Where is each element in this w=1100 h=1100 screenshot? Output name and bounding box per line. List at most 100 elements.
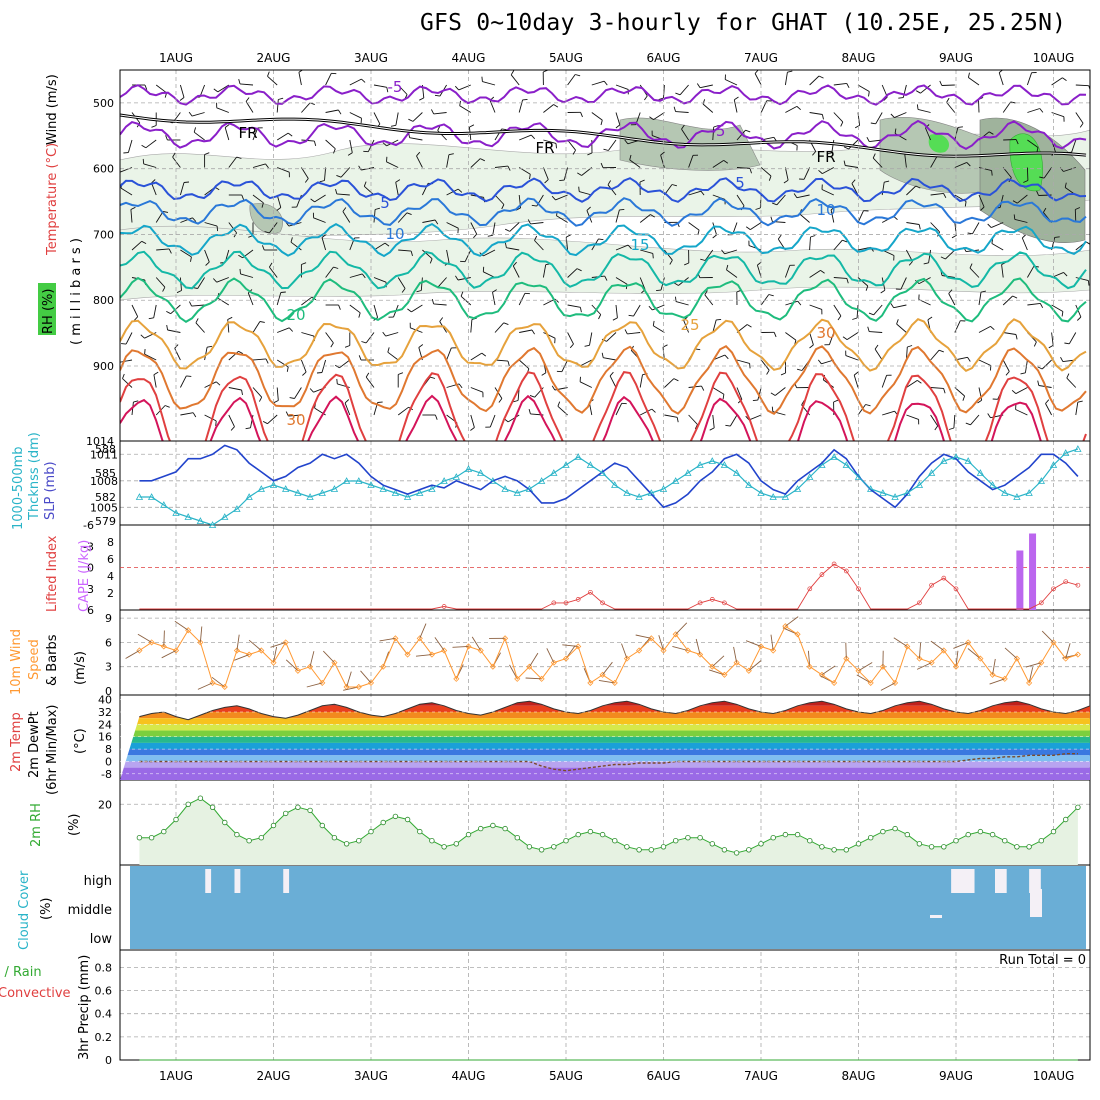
wind-barb [978, 194, 985, 208]
wind-barb [615, 244, 629, 251]
wind-barb [1002, 359, 1010, 372]
wind-barb [1002, 295, 1013, 306]
cloud-high-block [234, 869, 241, 893]
wind-barb [853, 374, 859, 388]
rh2m-point [465, 831, 472, 838]
wind-barb-flag [398, 372, 404, 375]
wind-barb-10m [602, 661, 613, 676]
wind-barb [325, 266, 334, 278]
wind-barb-flag [304, 178, 309, 183]
wind-barb [457, 277, 471, 281]
wind-barb-flag [213, 88, 219, 93]
wind-barb [373, 277, 387, 283]
wind-barb [340, 167, 351, 178]
wind-barb-flag [238, 78, 241, 85]
rh2m-point [807, 838, 813, 844]
rh2m-point [880, 828, 886, 835]
rh2m-point [575, 831, 581, 838]
wind-barb [930, 349, 940, 361]
wind-barb [736, 194, 745, 207]
thickness-point [1037, 477, 1045, 484]
wind-barb-flag [358, 165, 362, 171]
wind-barb [288, 414, 302, 417]
wind-barb [833, 304, 842, 317]
wind-barb-flag [843, 146, 849, 150]
wind-barb-flag [455, 275, 459, 281]
wind-barb-flag [358, 312, 361, 318]
wind-barb-flag [967, 357, 971, 362]
wind-barb [785, 332, 797, 341]
wind-barb-flag [624, 139, 629, 145]
wind-barb [494, 359, 509, 362]
wind-barb [1027, 302, 1041, 306]
wind-barb [700, 84, 713, 89]
rh2m-point [928, 844, 935, 850]
wind-barb [833, 277, 847, 279]
wind-barb-10m [197, 682, 213, 690]
temp-band [120, 718, 1090, 725]
wind-barb-flag [227, 316, 233, 320]
wind-barb [494, 194, 505, 205]
wind-barb-flag [575, 74, 581, 77]
wind-barb-flag [390, 124, 396, 127]
wind-barb-flag [586, 206, 591, 211]
thickness-point [988, 481, 997, 488]
wind-barb [639, 374, 643, 388]
wind-barb [1041, 359, 1052, 370]
wind-speed-point [794, 631, 801, 638]
wind-barb-flag [598, 314, 602, 320]
wind-barb [869, 139, 883, 143]
wind-barb-flag [151, 125, 157, 128]
wind-barb-10m [930, 640, 945, 651]
rh2m-point [478, 825, 484, 832]
wind-barb [470, 352, 483, 361]
wind-barb-flag [212, 278, 218, 283]
thickness-point [574, 453, 582, 460]
day-label-bottom: 7AUG [744, 1069, 778, 1083]
wind-barb [365, 332, 375, 344]
wind-barb-flag [507, 360, 510, 367]
wind-barb-10m [918, 642, 922, 659]
wind-speed-point [148, 639, 155, 646]
wind-barb-flag [179, 97, 185, 101]
wind-barb-flag [965, 422, 971, 426]
wind-barb-flag [787, 70, 793, 73]
wind-barb-flag [1054, 236, 1060, 238]
wind-barb-flag [276, 207, 282, 211]
wind-barb-flag [492, 289, 497, 293]
wind-barb-flag [600, 162, 604, 168]
wind-barb [446, 154, 450, 168]
rh2m-point [538, 847, 545, 853]
wind-barb-flag [188, 301, 193, 307]
wind-barb [470, 319, 473, 333]
wind-barb-flag [780, 372, 786, 376]
wind-barb-flag [721, 249, 725, 255]
wind-barb [1026, 72, 1033, 86]
wind-barb [712, 387, 725, 395]
temp-tick: 32 [98, 706, 112, 719]
wind-barb-flag [333, 148, 336, 154]
wind-barb [675, 301, 689, 306]
wind-barb-flag [890, 303, 895, 308]
wind-barb-flag [1037, 366, 1043, 370]
wind-barb [920, 84, 931, 94]
wind-barb-10m [270, 641, 286, 648]
wind-barb [972, 222, 980, 235]
thickness-point [160, 501, 168, 508]
wind-barb-flag [938, 349, 944, 353]
wind-barb-flag [261, 245, 265, 251]
wind-barb-flag [651, 408, 656, 413]
thickness-point [806, 473, 814, 480]
wind-barb [228, 414, 235, 427]
wind-barb-10m [546, 648, 555, 663]
rh2m-point [1026, 844, 1032, 850]
wind-barb-flag [726, 264, 729, 271]
wind-barb-flag [696, 83, 701, 88]
temp-tick: 40 [98, 694, 112, 707]
wind-barb-flag [216, 226, 219, 232]
rh2m-point [855, 841, 862, 847]
wind-barb-flag [752, 399, 758, 402]
wind-barb [483, 249, 496, 257]
wind-barb-flag [245, 427, 251, 430]
wind-barb-flag [1036, 147, 1039, 153]
